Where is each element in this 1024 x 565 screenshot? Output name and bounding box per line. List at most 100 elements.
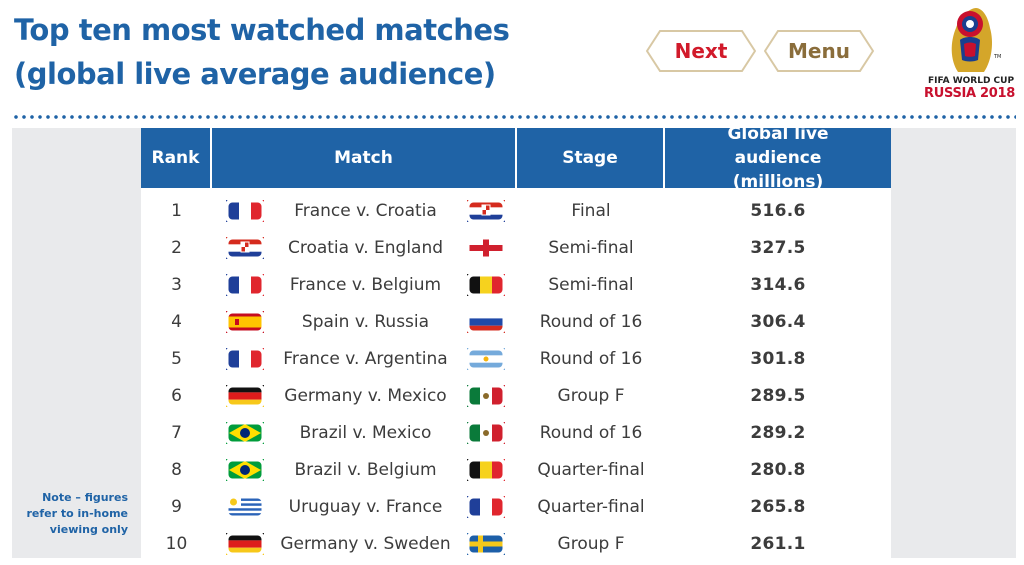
match-name: Uruguay v. France — [288, 496, 443, 517]
match-cell: France v. Croatia — [212, 199, 517, 222]
footnote-line-2: refer to in-home — [26, 507, 128, 520]
table-body: 1 France v. Croatia Final 516.6 2 Croati… — [141, 192, 891, 562]
match-cell: France v. Argentina — [212, 347, 517, 370]
croatia-flag-icon — [226, 236, 264, 259]
match-cell: Brazil v. Mexico — [212, 421, 517, 444]
match-name: Brazil v. Belgium — [294, 459, 437, 480]
argentina-flag-icon — [467, 347, 505, 370]
table-row: 6 Germany v. Mexico Group F 289.5 — [141, 377, 891, 414]
stage-cell: Semi-final — [548, 274, 634, 295]
belgium-flag-icon — [467, 458, 505, 481]
match-cell: Uruguay v. France — [212, 495, 517, 518]
audience-cell: 261.1 — [750, 533, 806, 554]
match-name: France v. Argentina — [283, 348, 448, 369]
match-name: Germany v. Sweden — [280, 533, 451, 554]
logo-trademark: TM — [993, 54, 1001, 60]
table-row: 8 Brazil v. Belgium Quarter-final 280.8 — [141, 451, 891, 488]
match-name: Croatia v. England — [287, 237, 444, 258]
table-row: 9 Uruguay v. France Quarter-final 265.8 — [141, 488, 891, 525]
table-row: 10 Germany v. Sweden Group F 261.1 — [141, 525, 891, 562]
russia-flag-icon — [467, 310, 505, 333]
match-cell: Croatia v. England — [212, 236, 517, 259]
stage-cell: Group F — [557, 385, 625, 406]
rank-cell: 6 — [171, 385, 182, 406]
table-row: 1 France v. Croatia Final 516.6 — [141, 192, 891, 229]
stage-cell: Group F — [557, 533, 625, 554]
header-audience: Global live audience (millions) — [665, 124, 891, 192]
rank-cell: 2 — [171, 237, 182, 258]
header-rank: Rank — [141, 128, 212, 188]
uruguay-flag-icon — [226, 495, 264, 518]
france-flag-icon — [226, 273, 264, 296]
france-flag-icon — [226, 199, 264, 222]
menu-button[interactable]: Menu — [764, 30, 874, 72]
menu-button-label: Menu — [788, 39, 850, 63]
rank-cell: 10 — [165, 533, 188, 554]
table-row: 7 Brazil v. Mexico Round of 16 289.2 — [141, 414, 891, 451]
rank-cell: 3 — [171, 274, 182, 295]
audience-cell: 327.5 — [750, 237, 806, 258]
match-cell: Germany v. Sweden — [212, 532, 517, 555]
rank-cell: 7 — [171, 422, 182, 443]
belgium-flag-icon — [467, 273, 505, 296]
dotted-divider — [12, 113, 1016, 121]
match-name: France v. Belgium — [289, 274, 442, 295]
table-header: Rank Match Stage Global live audience (m… — [141, 124, 891, 192]
france-flag-icon — [226, 347, 264, 370]
germany-flag-icon — [226, 384, 264, 407]
stage-cell: Semi-final — [548, 237, 634, 258]
audience-cell: 289.5 — [750, 385, 806, 406]
france-flag-icon — [467, 495, 505, 518]
match-name: Spain v. Russia — [301, 311, 430, 332]
audience-cell: 314.6 — [750, 274, 806, 295]
audience-cell: 289.2 — [750, 422, 806, 443]
rank-cell: 1 — [171, 200, 182, 221]
stage-cell: Quarter-final — [537, 496, 645, 517]
header-match: Match — [212, 128, 517, 188]
footnote-line-1: Note – figures — [42, 491, 128, 504]
title-line-2: (global live average audience) — [14, 57, 496, 91]
england-flag-icon — [467, 236, 505, 259]
header-stage: Stage — [517, 128, 665, 188]
table-row: 5 France v. Argentina Round of 16 301.8 — [141, 340, 891, 377]
stage-cell: Round of 16 — [539, 348, 643, 369]
mexico-flag-icon — [467, 421, 505, 444]
stage-cell: Quarter-final — [537, 459, 645, 480]
footnote-line-3: viewing only — [49, 523, 128, 536]
next-button[interactable]: Next — [646, 30, 756, 72]
match-cell: Germany v. Mexico — [212, 384, 517, 407]
match-cell: France v. Belgium — [212, 273, 517, 296]
croatia-flag-icon — [467, 199, 505, 222]
match-name: Brazil v. Mexico — [299, 422, 432, 443]
match-name: Germany v. Mexico — [284, 385, 447, 406]
audience-cell: 265.8 — [750, 496, 806, 517]
rank-cell: 9 — [171, 496, 182, 517]
footnote: Note – figures refer to in-home viewing … — [18, 490, 128, 538]
audience-cell: 280.8 — [750, 459, 806, 480]
title-line-1: Top ten most watched matches — [14, 13, 510, 47]
audience-cell: 301.8 — [750, 348, 806, 369]
table-row: 4 Spain v. Russia Round of 16 306.4 — [141, 303, 891, 340]
logo-text-russia: RUSSIA 2018 — [924, 86, 1016, 101]
sweden-flag-icon — [467, 532, 505, 555]
next-button-label: Next — [674, 39, 728, 63]
brazil-flag-icon — [226, 458, 264, 481]
mexico-flag-icon — [467, 384, 505, 407]
stage-cell: Round of 16 — [539, 311, 643, 332]
stage-cell: Round of 16 — [539, 422, 643, 443]
table-row: 3 France v. Belgium Semi-final 314.6 — [141, 266, 891, 303]
stage-cell: Final — [571, 200, 611, 221]
next-button-frame — [646, 30, 756, 72]
brazil-flag-icon — [226, 421, 264, 444]
rank-cell: 5 — [171, 348, 182, 369]
rank-cell: 4 — [171, 311, 182, 332]
match-name: France v. Croatia — [294, 200, 437, 221]
spain-flag-icon — [226, 310, 264, 333]
table-background — [141, 128, 891, 558]
germany-flag-icon — [226, 532, 264, 555]
table-row: 2 Croatia v. England Semi-final 327.5 — [141, 229, 891, 266]
world-cup-trophy-logo: TM — [951, 8, 1001, 72]
match-cell: Spain v. Russia — [212, 310, 517, 333]
audience-cell: 306.4 — [750, 311, 806, 332]
match-cell: Brazil v. Belgium — [212, 458, 517, 481]
